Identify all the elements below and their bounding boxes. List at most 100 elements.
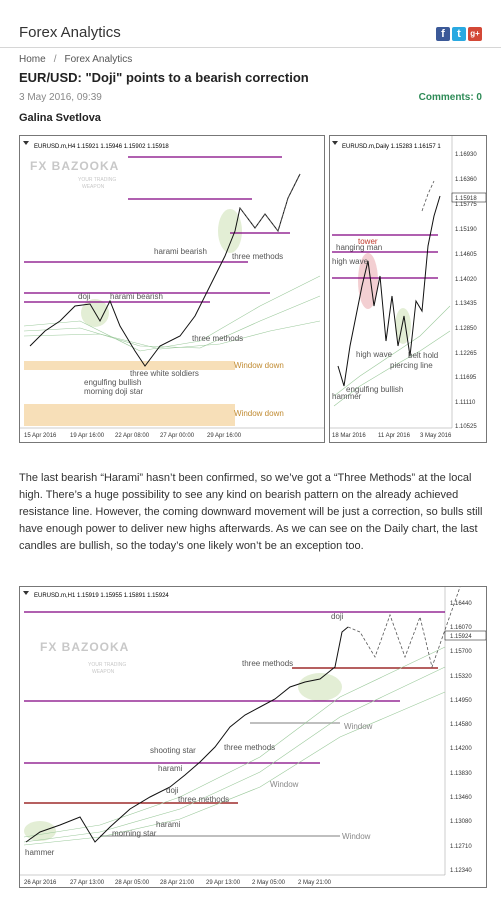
annotation-harami-bearish: harami bearish xyxy=(154,247,207,256)
annotation-shooting-star: shooting star xyxy=(150,746,196,755)
h1-price-label: 1.15924 xyxy=(450,634,472,640)
h1-x-tick: 26 Apr 2016 xyxy=(24,880,57,886)
annotation-piercing-line: piercing line xyxy=(390,361,433,370)
h4-dropdown-icon xyxy=(23,141,29,145)
annotation-engulfing-bullish: engulfing bullish xyxy=(346,385,403,394)
h1-y-tick: 1.14580 xyxy=(450,722,472,728)
annotation-hammer: hammer xyxy=(25,848,55,857)
annotation-belt-hold: belt hold xyxy=(408,351,438,360)
h1-level-lines xyxy=(24,611,445,837)
annotation-window: Window xyxy=(342,832,371,841)
h1-x-tick: 29 Apr 13:00 xyxy=(206,880,241,886)
h1-chart-info: EURUSD.m,H1 1.15919 1.15955 1.15891 1.15… xyxy=(34,593,169,599)
h4-x-tick: 15 Apr 2016 xyxy=(24,433,57,439)
h4-level-lines xyxy=(24,156,290,303)
daily-dropdown-icon xyxy=(332,141,338,145)
post-date: 3 May 2016, 09:39 xyxy=(19,92,102,103)
daily-chart-info: EURUSD.m,Daily 1.15283 1.16157 1 xyxy=(342,144,441,150)
h1-price-label-box xyxy=(444,630,486,641)
window-zone xyxy=(24,361,235,370)
annotation-morning-star: morning star xyxy=(112,829,157,838)
annotation-hammer: hammer xyxy=(332,392,362,401)
h4-chart-info: EURUSD.m,H4 1.15921 1.15946 1.15902 1.15… xyxy=(34,144,169,150)
watermark: FX BAZOOKA YOUR TRADING WEAPON xyxy=(40,640,129,675)
daily-y-tick: 1.11695 xyxy=(455,375,477,381)
h1-y-tick: 1.12340 xyxy=(450,868,472,874)
post-body: The last bearish “Harami” hasn’t been co… xyxy=(19,472,483,552)
annotation-doji: doji xyxy=(166,786,179,795)
post-author[interactable]: Galina Svetlova xyxy=(19,112,101,124)
breadcrumb-separator: / xyxy=(53,54,57,65)
h1-dropdown-icon xyxy=(23,591,29,595)
watermark-title: FX BAZOOKA xyxy=(40,640,129,654)
daily-moving-average xyxy=(333,330,451,407)
h1-y-tick: 1.13460 xyxy=(450,795,472,801)
daily-y-tick: 1.14020 xyxy=(455,277,477,283)
h4-x-tick: 19 Apr 16:00 xyxy=(70,433,105,439)
facebook-icon[interactable]: f xyxy=(436,27,450,41)
h1-chart-svg: EURUSD.m,H1 1.15919 1.15955 1.15891 1.15… xyxy=(20,587,486,886)
site-title[interactable]: Forex Analytics xyxy=(19,24,121,41)
daily-chart: EURUSD.m,Daily 1.15283 1.16157 1 1.15918… xyxy=(329,135,487,443)
breadcrumb-current[interactable]: Forex Analytics xyxy=(64,54,133,65)
h4-chart-svg: EURUSD.m,H4 1.15921 1.15946 1.15902 1.15… xyxy=(20,141,324,439)
annotation-harami: harami xyxy=(158,764,183,773)
annotation-high-wave: high wave xyxy=(356,350,393,359)
projection-path xyxy=(347,587,461,669)
annotation-doji: doji xyxy=(78,292,91,301)
annotation-three-methods: three methods xyxy=(232,252,283,261)
daily-y-tick: 1.15775 xyxy=(455,202,477,208)
twitter-icon[interactable]: t xyxy=(452,27,466,41)
annotation-window: Window xyxy=(344,722,373,731)
breadcrumb-home[interactable]: Home xyxy=(19,54,46,65)
daily-moving-average xyxy=(333,305,451,397)
h4-moving-averages xyxy=(23,275,321,352)
daily-level-lines xyxy=(332,234,438,279)
daily-x-tick: 3 May 2016 xyxy=(420,433,452,439)
daily-y-tick: 1.13435 xyxy=(455,301,477,307)
annotation-three-methods: three methods xyxy=(192,334,243,343)
h1-x-tick: 27 Apr 13:00 xyxy=(70,880,105,886)
projection-path xyxy=(421,180,435,212)
daily-x-tick: 11 Apr 2016 xyxy=(378,433,411,439)
annotation-three-methods: three methods xyxy=(224,743,275,752)
annotation-window-down: Window down xyxy=(234,361,284,370)
annotation-window-down: Window down xyxy=(234,409,284,418)
watermark-sub1: YOUR TRADING xyxy=(78,177,116,183)
social-links: f t g+ xyxy=(436,27,482,41)
h1-x-tick: 2 May 05:00 xyxy=(252,880,286,886)
daily-y-tick: 1.12265 xyxy=(455,351,477,357)
h4-price-series xyxy=(29,173,301,367)
highlight-zone xyxy=(298,673,342,701)
watermark: FX BAZOOKA YOUR TRADING WEAPON xyxy=(30,159,119,190)
google-plus-icon[interactable]: g+ xyxy=(468,27,482,41)
h1-y-tick: 1.13080 xyxy=(450,819,472,825)
annotation-engulfing-bullish: engulfing bullish xyxy=(84,378,141,387)
h4-x-tick: 22 Apr 08:00 xyxy=(115,433,150,439)
h1-y-tick: 1.13830 xyxy=(450,771,472,777)
h1-chart: EURUSD.m,H1 1.15919 1.15955 1.15891 1.15… xyxy=(19,586,487,888)
h4-x-tick: 27 Apr 00:00 xyxy=(160,433,195,439)
watermark-sub1: YOUR TRADING xyxy=(88,662,126,668)
h1-y-tick: 1.16070 xyxy=(450,625,472,631)
h1-x-tick: 2 May 21:00 xyxy=(298,880,332,886)
annotation-three-methods: three methods xyxy=(178,795,229,804)
site-header: Forex Analytics f t g+ xyxy=(0,0,501,48)
projection-path xyxy=(277,173,301,232)
annotation-harami-bearish: harami bearish xyxy=(110,292,163,301)
annotation-harami: harami xyxy=(156,820,181,829)
annotation-doji: doji xyxy=(331,612,344,621)
annotation-tower: tower xyxy=(358,237,378,246)
daily-y-tick: 1.10525 xyxy=(455,424,477,430)
watermark-title: FX BAZOOKA xyxy=(30,159,119,173)
annotation-high-wave: high wave xyxy=(332,257,369,266)
h1-y-tick: 1.14200 xyxy=(450,746,472,752)
comments-link[interactable]: Comments: 0 xyxy=(418,92,482,103)
h1-x-tick: 28 Apr 05:00 xyxy=(115,880,150,886)
daily-price-label: 1.15918 xyxy=(455,196,477,202)
h4-x-tick: 29 Apr 16:00 xyxy=(207,433,242,439)
daily-y-tick: 1.11110 xyxy=(455,400,476,406)
h1-price-series xyxy=(25,626,349,843)
h1-y-tick: 1.14950 xyxy=(450,698,472,704)
daily-x-tick: 18 Mar 2016 xyxy=(332,433,366,439)
